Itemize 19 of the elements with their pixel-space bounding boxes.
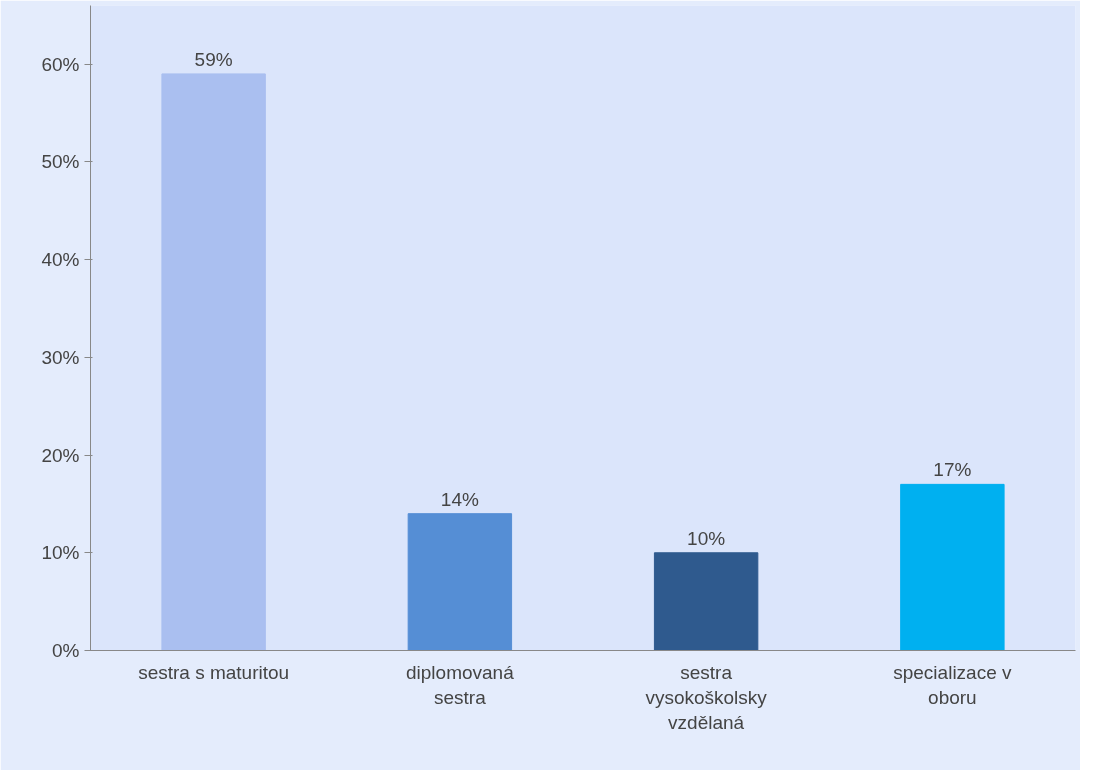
x-tick-label: specializace v oboru (893, 661, 1013, 708)
x-tick-label: sestra vysokoškolsky vzdělaná (645, 661, 768, 733)
y-tick-label: 20% (41, 444, 80, 466)
x-tick-label: diplomovaná sestra (406, 661, 515, 708)
bar (900, 483, 1005, 651)
data-label: 10% (687, 527, 726, 549)
data-label: 14% (440, 488, 479, 510)
y-tick-label: 10% (41, 542, 80, 564)
y-tick-label: 0% (52, 640, 80, 661)
x-tick-label: sestra s maturitou (138, 661, 290, 683)
y-tick-label: 40% (41, 249, 80, 271)
bar (161, 73, 266, 651)
y-tick-label: 30% (41, 346, 80, 368)
bar (653, 552, 759, 651)
y-tick-label: 60% (41, 53, 80, 75)
y-tick-label: 50% (41, 151, 80, 173)
bar (407, 513, 513, 651)
data-label: 17% (933, 459, 972, 481)
data-label: 59% (194, 48, 233, 70)
